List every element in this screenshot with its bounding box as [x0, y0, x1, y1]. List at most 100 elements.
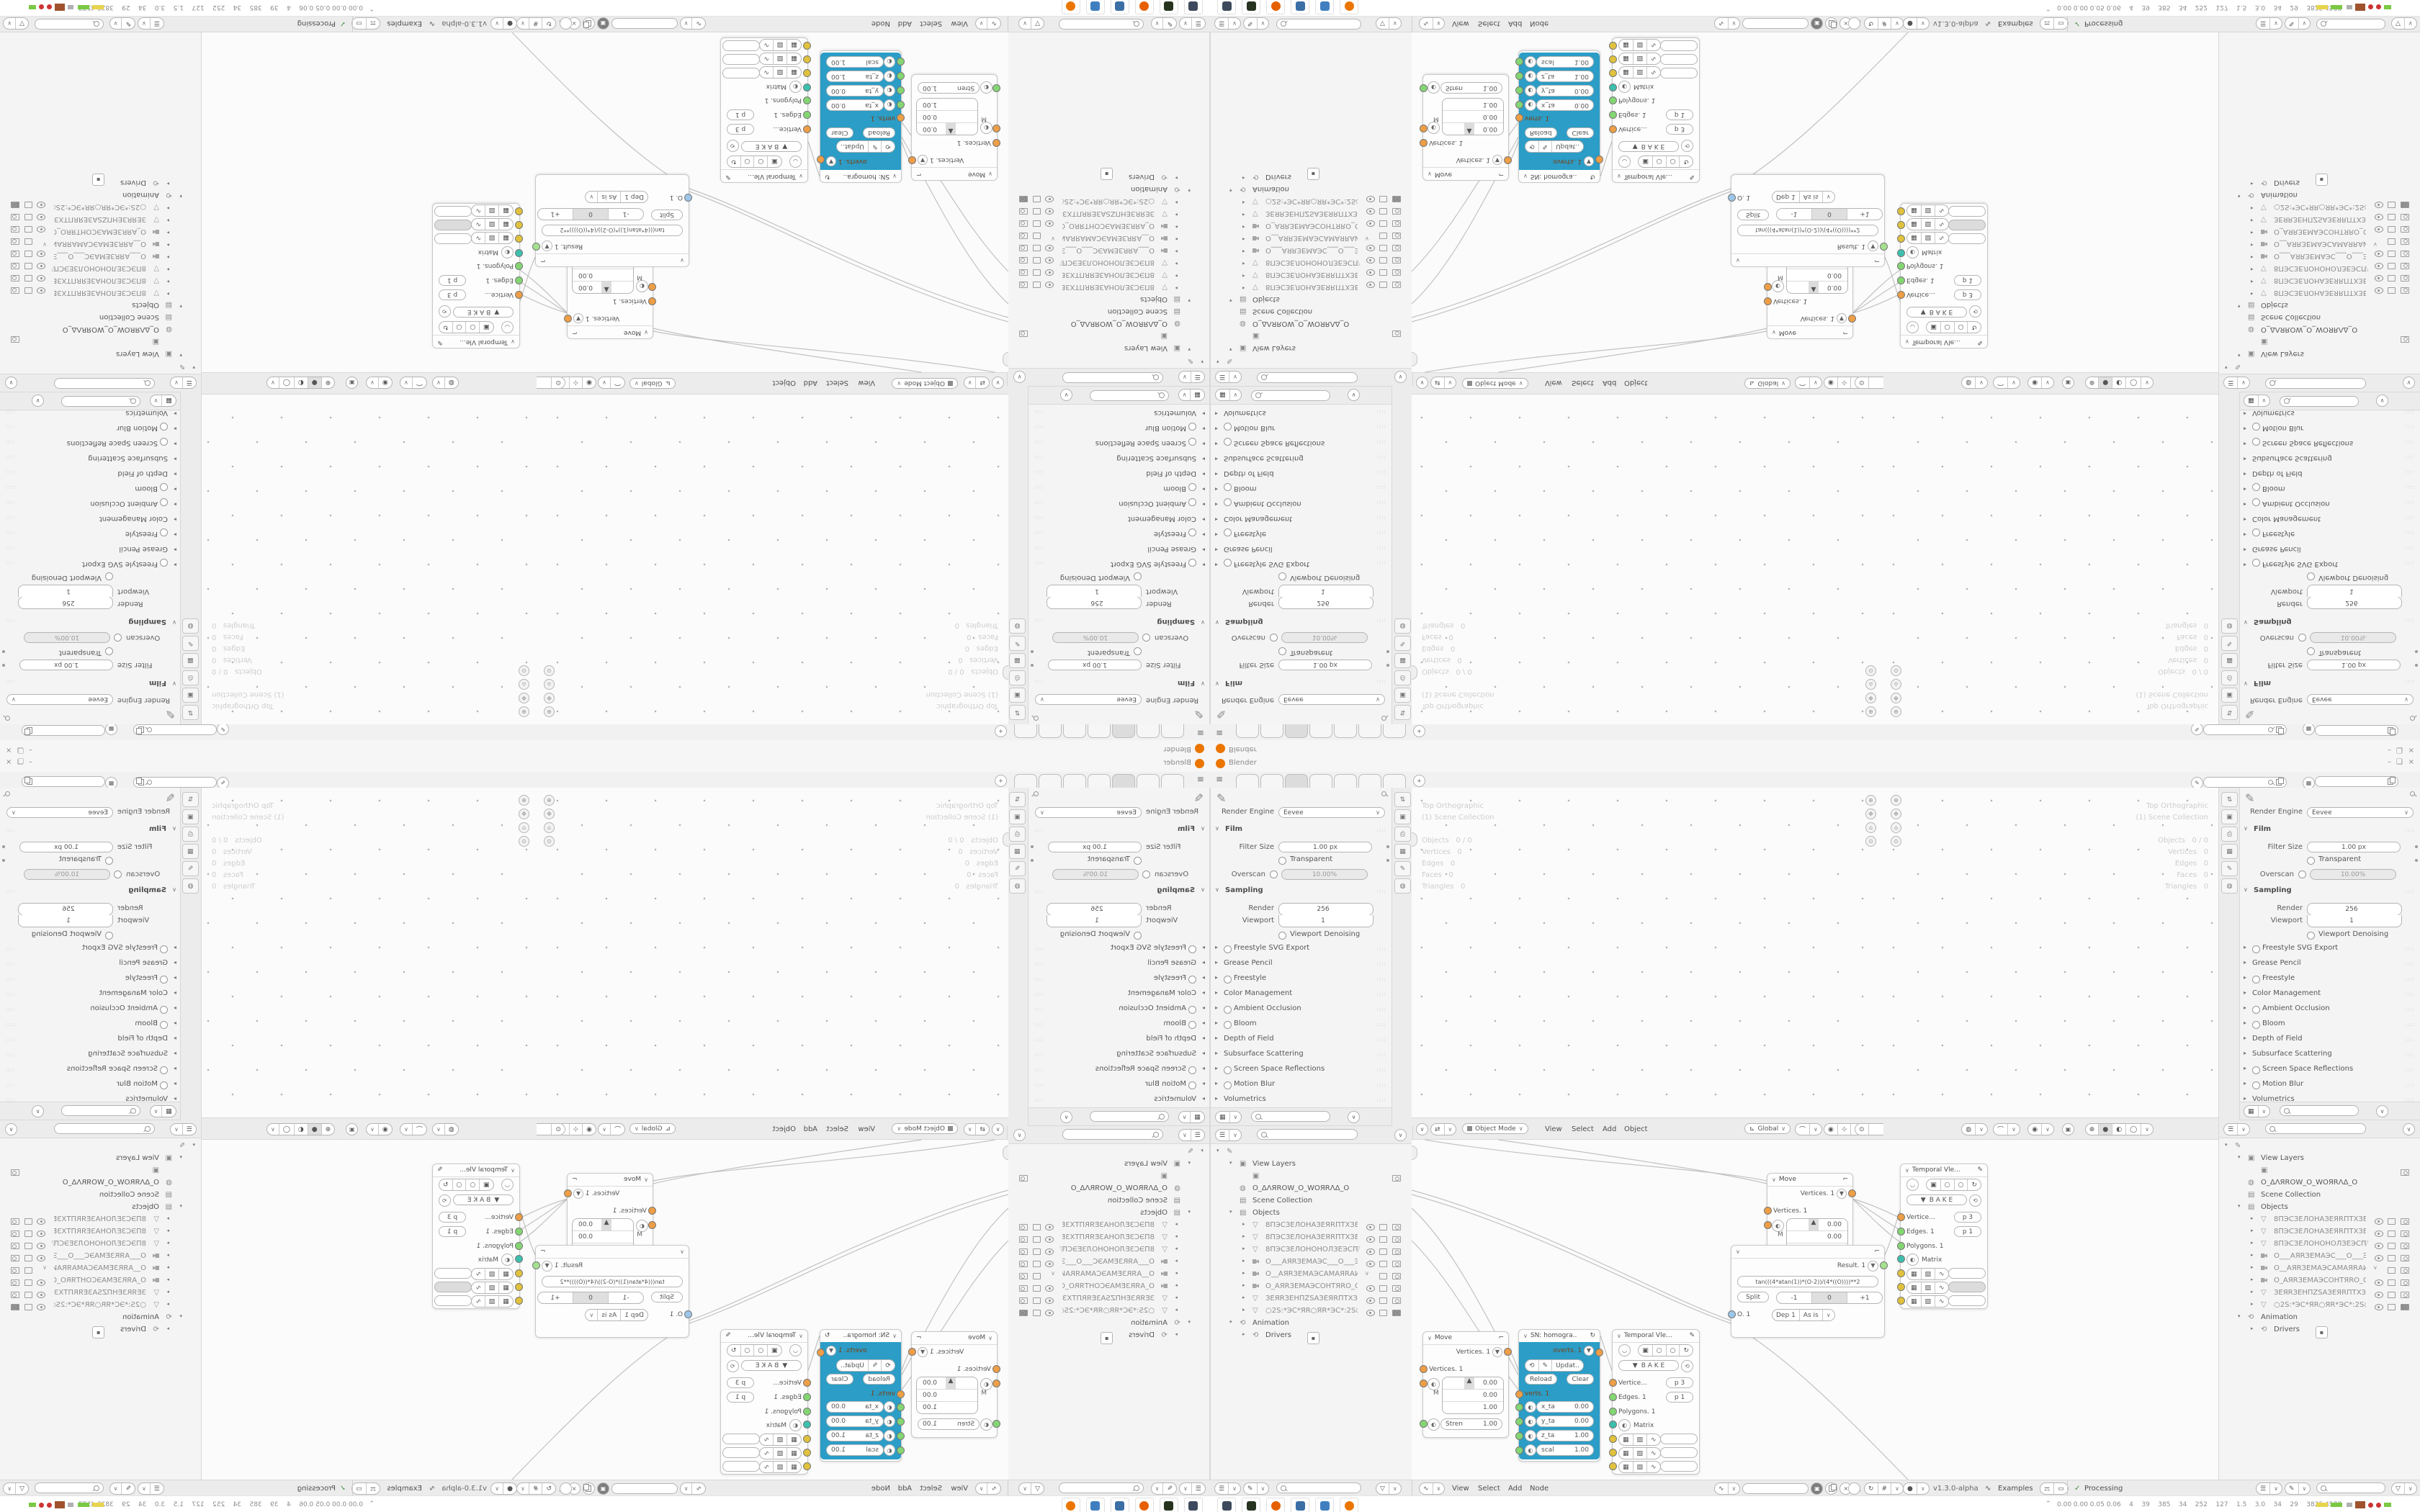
object-name[interactable]: 8ПЭСЗЕЛОНАЗЕЯRПТХЗЕТОТЗЕХ1	[2274, 1215, 2366, 1223]
row-label[interactable]: Animation	[2261, 1313, 2298, 1321]
hide-eye-toggle[interactable]	[1366, 220, 1375, 227]
object-name[interactable]: ○2S:*ЭС*ЯR○ЯR*ЭС*:2S○	[54, 203, 146, 211]
dropdown-button[interactable]: ▼	[1837, 313, 1847, 323]
matrix-icon[interactable]: ◐	[1618, 1419, 1631, 1431]
render-samples-field[interactable]: 256	[1090, 599, 1103, 606]
object-name[interactable]: O__AЯRЗЕМАЭСАМАЯRАИНАП_O_	[1062, 234, 1155, 242]
filter-size-field[interactable]: 1.00 px	[1048, 660, 1142, 670]
render-layer-row[interactable]: ▣	[2219, 1166, 2420, 1178]
outliner-search-input[interactable]	[54, 378, 155, 389]
window-titlebar[interactable]: Blender – ❏ ×	[0, 739, 1210, 756]
pin-icon[interactable]	[1034, 716, 1039, 721]
menu-view[interactable]: View	[951, 19, 968, 28]
material-socket[interactable]	[515, 235, 523, 243]
menu-node[interactable]: Node	[1530, 19, 1549, 28]
tool-icon[interactable]: ⇅	[1394, 705, 1411, 720]
temporal-node[interactable]: ∨ Temporal Vle... ✎ ◡ ▣ ○ ○ ↻ ▼ B A K E ⟲ Vertice..…	[432, 1164, 523, 1309]
object-row[interactable]: ▸O___AЯRЗЕМАЭС___O___ЭСАМЗЕ	[2219, 248, 2420, 260]
drag-dots-icon[interactable]: ::::	[1376, 545, 1386, 551]
object-row[interactable]: ▸ ▽ 8ПЭСЗЕЛОНОНОЛЗЕЭСП8 ▽	[2219, 1240, 2420, 1251]
disable-viewport-toggle[interactable]	[2388, 214, 2396, 220]
outliner-search-input[interactable]	[2316, 19, 2385, 30]
drag-dots-icon[interactable]: ::::	[5, 469, 15, 475]
expand-arrow-icon[interactable]: ▸	[1215, 1095, 1219, 1102]
expand-arrow-icon[interactable]: ▾	[1216, 359, 1219, 364]
proportional-edit-control[interactable]: ◉⊹∨	[1824, 1123, 1864, 1135]
drivers-row[interactable]: ▸ ⟲ Drivers ▪	[0, 174, 201, 186]
checkbox-icon[interactable]	[1278, 647, 1286, 655]
expand-arrow-icon[interactable]: ▸	[173, 501, 176, 508]
drag-dots-icon[interactable]: ::::	[1376, 618, 1386, 624]
render-icon[interactable]: ▣	[1009, 688, 1026, 703]
object-row[interactable]: ▸O_AЯRЗЕМАЭСОНТЯRO_O_OЯRТНС	[0, 224, 201, 235]
disable-render-toggle[interactable]	[2401, 1230, 2409, 1237]
node-editor[interactable]: ∨ Move ⌐ Vertices. 1 ▼ Vertices. 1 ◐ ▲ 0.00 0.00…	[202, 32, 1008, 373]
expand-arrow-icon[interactable]: ▸	[2244, 1004, 2247, 1011]
objects-collection-row[interactable]: ▾ ▤ Objects	[1008, 292, 1209, 303]
hide-eye-toggle[interactable]	[1366, 1236, 1375, 1243]
sn-field-row[interactable]: ◐ scal 1.00	[1525, 1444, 1594, 1456]
restore-button[interactable]: ❏	[17, 746, 24, 754]
row-label[interactable]: View Layers	[1252, 1160, 1296, 1168]
result-node[interactable]: ∨ ⌐ Result. 1 ▼ tan(((4*atan(1))*(O-2))/(…	[1728, 1245, 1888, 1338]
pin-icon[interactable]	[147, 727, 152, 732]
animation-row[interactable]: ▾ ⟲ Animation	[0, 187, 201, 199]
split-step-+1[interactable]: +1	[550, 1294, 560, 1302]
vector-icon[interactable]: ◐	[1428, 1378, 1440, 1390]
material-icon-row[interactable]: ▦ ▨ ∿	[1618, 39, 1661, 51]
view-layer-icon[interactable]: ▦	[1394, 844, 1411, 859]
object-name[interactable]: 8ПЭСЗЕЛОНАЗЕЯRПТХЗЕТОТЗЕХ1	[2274, 289, 2366, 297]
render-layer-row[interactable]: ▣	[1211, 328, 1412, 340]
outliner-search-input[interactable]	[1257, 1129, 1358, 1140]
orientation-selector[interactable]: ⊾ Global ∨	[1744, 1123, 1791, 1134]
properties-search-input[interactable]	[2280, 1105, 2359, 1116]
object-row[interactable]: ▸O___AЯRЗЕМАЭС___O___ЭСАМЗЕ	[1008, 1258, 1209, 1269]
sn-homography-node[interactable]: ∨ SN: homogra.. ↻ overts. 1 ▼ ⟲ ✎ Updat.. Re…	[817, 50, 905, 183]
object-row[interactable]: ▸▽ЗЕЯRЗЕНПZSАЗЕЯRПТХЗЕТОТЗЕ(	[1211, 1295, 1412, 1306]
expand-arrow-icon[interactable]: ▾	[1201, 359, 1204, 364]
copy-icon[interactable]	[582, 1482, 595, 1495]
pin-icon[interactable]	[5, 791, 10, 796]
hide-eye-toggle[interactable]	[1045, 208, 1054, 215]
object-name[interactable]: 8ПЭСЗЕЛОНАЗЕЯRПТХЗЕТӨТЗЕХ	[1265, 1233, 1358, 1241]
orientation-selector[interactable]: ◍ ∨	[432, 377, 459, 389]
viewport-3d-right[interactable]: Top Orthographic (1) Scene Collection Ob…	[202, 788, 537, 1118]
options-chevron[interactable]: ∨	[1060, 389, 1072, 401]
expand-arrow-icon[interactable]: ▸	[1175, 175, 1178, 181]
node-editor[interactable]: ∨ Move ⌐ Vertices. 1 ▼ Vertices. 1 ◐ ▲ 0.00 0.00…	[202, 1139, 1008, 1480]
material-slot-field[interactable]	[722, 68, 760, 78]
menu-view[interactable]: View	[1452, 1484, 1469, 1493]
disable-render-toggle[interactable]	[1392, 1310, 1401, 1316]
material-icon-row[interactable]: ▦ ▨ ∿	[1618, 53, 1661, 65]
expand-arrow-icon[interactable]: ▾	[2238, 1203, 2241, 1209]
display-options[interactable]: ▣ ○ ○ ↻	[439, 321, 494, 333]
render-engine-select[interactable]: Eevee ∨	[2307, 807, 2414, 818]
render-layer-row[interactable]: ▣	[2219, 334, 2420, 346]
disable-viewport-toggle[interactable]	[1033, 1248, 1041, 1255]
orientation-selector[interactable]: ◍ ∨	[1961, 377, 1988, 389]
sidebar-toggle[interactable]	[1412, 832, 1417, 847]
object-name[interactable]: O___AЯRЗЕМАЭС___O___ЭСАМЗЕ	[1265, 1258, 1358, 1266]
view-layer-icon[interactable]: ▦	[182, 653, 199, 668]
node-tools[interactable]: ⚎ ▭	[351, 17, 380, 30]
split-step-0[interactable]: 0	[1812, 209, 1847, 220]
row-label[interactable]: Scene Collection	[99, 1191, 159, 1199]
world-row[interactable]: ◍ O_ΔΛЯROW_O_WOЯRΛΔ_O	[2219, 322, 2420, 333]
tree-id-selector[interactable]: ∿ ∨ ▣ ×	[560, 1482, 706, 1495]
outliner-filter-button[interactable]: ▽ ∨	[1018, 17, 1044, 30]
object-row[interactable]: ▸▽8ПЭСЗЕЛОНАЗЕЯRПТХЗЕТОТЗЕХ1	[2219, 285, 2420, 297]
split-step-+1[interactable]: +1	[1860, 210, 1870, 218]
dropdown-button[interactable]: ▼	[1584, 1346, 1594, 1356]
expand-arrow-icon[interactable]: ∨	[2244, 619, 2248, 626]
hide-eye-toggle[interactable]	[1366, 196, 1375, 202]
printer-icon[interactable]: ⎙	[1394, 827, 1411, 842]
expand-arrow-icon[interactable]: ▾	[179, 303, 182, 309]
filter-size-field[interactable]: 1.00 px	[1048, 842, 1142, 852]
hamburger-menu-icon[interactable]: ≡	[1196, 774, 1204, 784]
expand-arrow-icon[interactable]: ▸	[1242, 1270, 1245, 1276]
drag-dots-icon[interactable]: ::::	[1376, 1082, 1386, 1088]
gimp-app-icon[interactable]	[1291, 1498, 1309, 1512]
loop-icon[interactable]: ⟲	[727, 140, 739, 152]
persp-gizmo-icon[interactable]: ⊙	[544, 665, 555, 676]
expand-arrow-icon[interactable]: ▸	[1175, 1246, 1178, 1251]
